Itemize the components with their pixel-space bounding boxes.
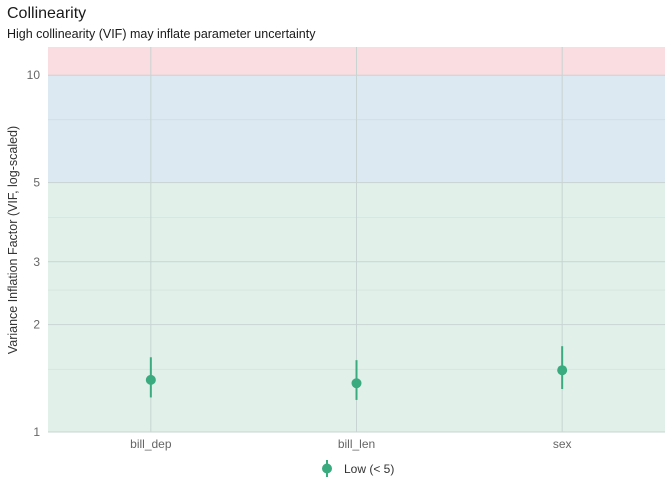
point-bill_len xyxy=(351,378,362,389)
chart-subtitle: High collinearity (VIF) may inflate para… xyxy=(7,27,316,41)
x-tick-label: bill_len xyxy=(338,437,375,451)
legend-key-dot xyxy=(322,463,332,474)
y-tick-label: 3 xyxy=(33,255,40,269)
y-tick-label: 5 xyxy=(33,176,40,190)
y-axis-title: Variance Inflation Factor (VIF, log-scal… xyxy=(6,126,20,354)
point-bill_dep xyxy=(145,374,156,385)
x-tick-label: sex xyxy=(553,437,572,451)
data-points xyxy=(145,346,568,400)
x-axis-ticks: bill_dep bill_len sex xyxy=(130,437,571,451)
point-sex xyxy=(557,365,568,376)
y-tick-label: 1 xyxy=(33,425,40,439)
legend: Low (< 5) xyxy=(322,460,394,477)
y-tick-label: 2 xyxy=(33,318,40,332)
legend-label: Low (< 5) xyxy=(344,462,394,476)
chart-title: Collinearity xyxy=(7,5,87,22)
y-axis-ticks: 1 2 3 5 10 xyxy=(27,68,41,439)
x-tick-label: bill_dep xyxy=(130,437,172,451)
y-tick-label: 10 xyxy=(27,68,41,82)
